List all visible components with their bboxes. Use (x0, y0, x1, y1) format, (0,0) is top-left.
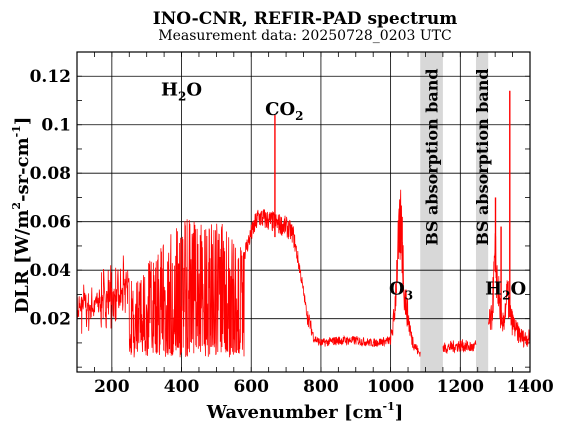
band-0 (420, 52, 443, 372)
x-tick-label-3: 800 (303, 377, 339, 397)
x-tick-label-2: 600 (233, 377, 269, 397)
annotation-1: CO2 (265, 99, 303, 123)
x-tick-label-6: 1400 (506, 377, 553, 397)
band-1 (475, 52, 489, 372)
y-tick-label-3: 0.08 (30, 164, 71, 184)
y-tick-label-2: 0.06 (30, 213, 71, 233)
y-tick-label-0: 0.02 (30, 310, 71, 330)
x-axis-label: Wavenumber [cm-1] (206, 400, 404, 423)
band-label-0: BS absorption band (423, 68, 442, 245)
chart-title: INO-CNR, REFIR-PAD spectrum (153, 9, 457, 29)
x-tick-label-4: 1000 (367, 377, 414, 397)
x-tick-label-5: 1200 (437, 377, 484, 397)
y-tick-label-1: 0.04 (30, 261, 72, 281)
y-tick-label-5: 0.12 (30, 67, 71, 87)
annotation-0: H2O (161, 80, 202, 104)
x-tick-label-1: 400 (164, 377, 200, 397)
band-label-1: BS absorption band (473, 68, 492, 245)
chart-subtitle: Measurement data: 20250728_0203 UTC (158, 28, 451, 44)
annotation-3: H2O (485, 278, 526, 302)
plot-frame (76, 51, 531, 373)
spectrum-line (76, 189, 531, 358)
y-tick-label-4: 0.1 (41, 116, 71, 136)
annotation-2: O3 (389, 278, 413, 302)
y-axis-label: DLR [W/m2-sr-cm-1] (10, 117, 33, 314)
x-tick-label-0: 200 (94, 377, 130, 397)
plot-area: 200 400 600 800 1000 1200 1400 0.02 0.04 0.06 0.08… (30, 51, 554, 397)
